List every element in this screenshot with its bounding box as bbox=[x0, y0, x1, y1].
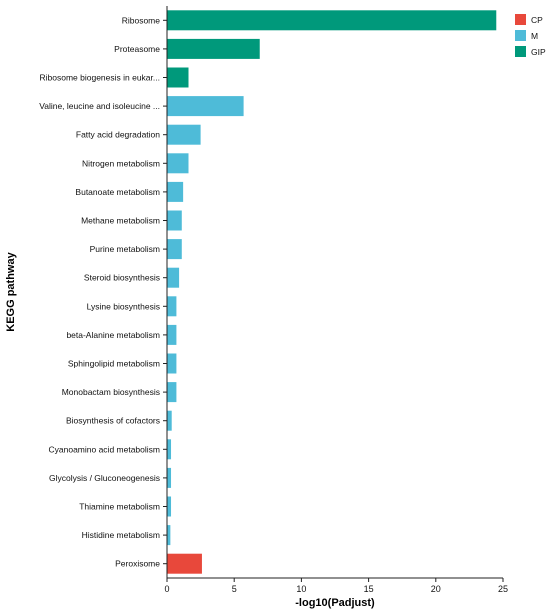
category-label-histidine-metabolism: Histidine metabolism bbox=[82, 530, 160, 540]
legend-label-gip: GIP bbox=[531, 47, 546, 57]
legend-label-m: M bbox=[531, 31, 538, 41]
bar-ribosome-biogenesis-in-eukar bbox=[167, 67, 189, 88]
bar-biosynthesis-of-cofactors bbox=[167, 410, 172, 431]
category-label-ribosome-biogenesis-in-eukar: Ribosome biogenesis in eukar... bbox=[40, 73, 161, 83]
bar-ribosome bbox=[167, 10, 497, 31]
bar-methane-metabolism bbox=[167, 210, 182, 231]
bar-valine-leucine-and-isoleucine bbox=[167, 96, 244, 117]
bar-purine-metabolism bbox=[167, 239, 182, 260]
x-tick-label-5: 5 bbox=[232, 584, 237, 594]
bar-fatty-acid-degradation bbox=[167, 124, 201, 145]
bar-thiamine-metabolism bbox=[167, 496, 172, 517]
y-axis-title: KEGG pathway bbox=[5, 251, 17, 331]
x-tick-label-15: 15 bbox=[364, 584, 374, 594]
bar-glycolysis-gluconeogenesis bbox=[167, 467, 172, 488]
category-labels: Ribosome Proteasome Ribosome biogenesis in… bbox=[39, 15, 167, 569]
bar-proteasome bbox=[167, 38, 260, 59]
bar-peroxisome bbox=[167, 553, 202, 574]
category-label-steroid-biosynthesis: Steroid biosynthesis bbox=[84, 273, 160, 283]
bar-monobactam-biosynthesis bbox=[167, 382, 177, 403]
legend: CP M GIP bbox=[515, 14, 546, 57]
category-label-fatty-acid-degradation: Fatty acid degradation bbox=[76, 130, 160, 140]
bar-cyanoamino-acid-metabolism bbox=[167, 439, 172, 460]
axes-group bbox=[166, 6, 503, 579]
category-label-biosynthesis-of-cofactors: Biosynthesis of cofactors bbox=[66, 416, 160, 426]
x-axis-ticks: 0 5 10 15 20 25 bbox=[164, 578, 508, 594]
bars-group bbox=[167, 10, 497, 574]
category-label-ribosome: Ribosome bbox=[122, 15, 161, 25]
bar-sphingolipid-metabolism bbox=[167, 353, 177, 374]
category-label-valine-leucine-and-isoleucine: Valine, leucine and isoleucine ... bbox=[39, 101, 160, 111]
category-label-peroxisome: Peroxisome bbox=[115, 559, 160, 569]
bar-lysine-biosynthesis bbox=[167, 296, 177, 317]
bar-beta-alanine-metabolism bbox=[167, 324, 177, 345]
bar-butanoate-metabolism bbox=[167, 181, 184, 202]
category-label-methane-metabolism: Methane metabolism bbox=[81, 216, 160, 226]
category-label-cyanoamino-acid-metabolism: Cyanoamino acid metabolism bbox=[49, 444, 161, 454]
x-tick-label-25: 25 bbox=[498, 584, 508, 594]
category-label-proteasome: Proteasome bbox=[114, 44, 160, 54]
x-tick-label-0: 0 bbox=[164, 584, 169, 594]
category-label-butanoate-metabolism: Butanoate metabolism bbox=[75, 187, 160, 197]
category-label-thiamine-metabolism: Thiamine metabolism bbox=[79, 502, 160, 512]
x-axis-title: -log10(Padjust) bbox=[295, 597, 375, 609]
bar-nitrogen-metabolism bbox=[167, 153, 189, 174]
category-label-beta-alanine-metabolism: beta-Alanine metabolism bbox=[66, 330, 160, 340]
legend-swatch-cp bbox=[515, 14, 526, 25]
bar-steroid-biosynthesis bbox=[167, 267, 180, 288]
x-tick-label-20: 20 bbox=[431, 584, 441, 594]
category-label-lysine-biosynthesis: Lysine biosynthesis bbox=[87, 301, 160, 311]
category-label-nitrogen-metabolism: Nitrogen metabolism bbox=[82, 158, 160, 168]
bar-histidine-metabolism bbox=[167, 525, 171, 546]
category-label-glycolysis-gluconeogenesis: Glycolysis / Gluconeogenesis bbox=[49, 473, 160, 483]
x-tick-label-10: 10 bbox=[296, 584, 306, 594]
category-label-monobactam-biosynthesis: Monobactam biosynthesis bbox=[62, 387, 160, 397]
category-label-sphingolipid-metabolism: Sphingolipid metabolism bbox=[68, 359, 160, 369]
legend-swatch-gip bbox=[515, 46, 526, 57]
category-label-purine-metabolism: Purine metabolism bbox=[90, 244, 160, 254]
legend-swatch-m bbox=[515, 30, 526, 41]
legend-label-cp: CP bbox=[531, 15, 543, 25]
